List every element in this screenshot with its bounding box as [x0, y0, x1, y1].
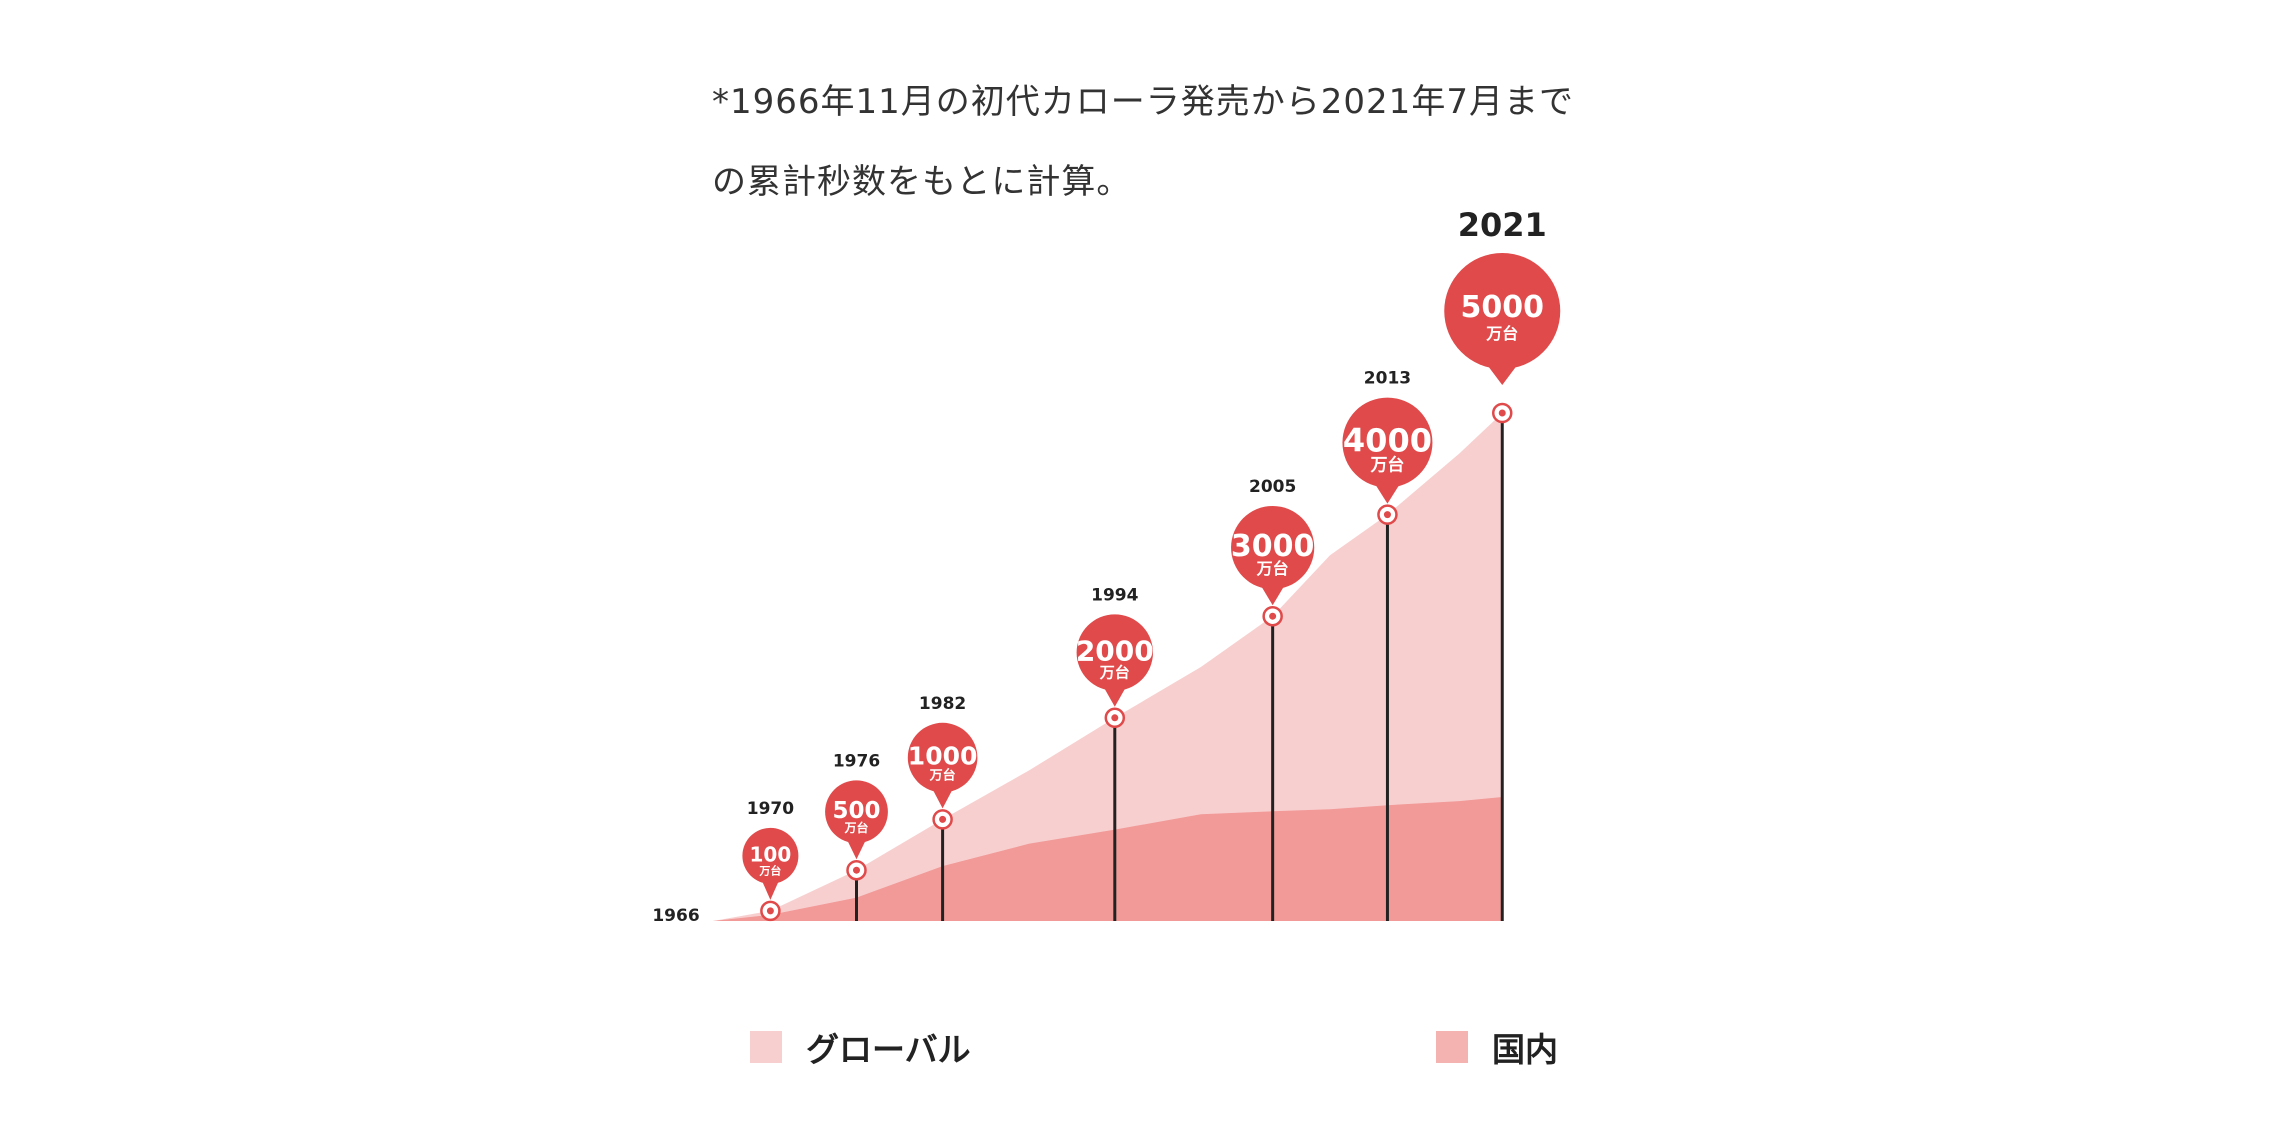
year-label-1994: 1994	[1091, 585, 1138, 605]
bubble-unit-2005: 万台	[1256, 559, 1289, 578]
point-dot-2005	[1269, 612, 1277, 620]
start-year-label: 1966	[652, 906, 699, 926]
bubble-2013	[1342, 397, 1433, 488]
bubble-1994	[1076, 614, 1154, 691]
bubble-unit-2013: 万台	[1369, 455, 1404, 476]
point-dot-1982	[939, 815, 947, 823]
bubble-unit-1982: 万台	[929, 768, 956, 784]
legend-label-domestic: 国内	[1492, 1030, 1558, 1069]
bubble-value-2021: 5000	[1461, 290, 1545, 325]
year-label-1982: 1982	[919, 694, 966, 714]
bubble-unit-1994: 万台	[1099, 663, 1130, 681]
year-label-2021: 2021	[1458, 206, 1547, 244]
footnote-line-2: の累計秒数をもとに計算。	[712, 162, 1132, 202]
point-dot-1970	[766, 907, 774, 915]
legend-global: グローバル	[750, 1027, 971, 1069]
bubble-unit-1970: 万台	[758, 863, 781, 877]
area-domestic	[713, 797, 1503, 921]
bubble-value-1976: 500	[832, 798, 880, 824]
year-label-2005: 2005	[1249, 477, 1296, 497]
bubble-2021	[1444, 253, 1561, 369]
marker-layer	[742, 253, 1561, 922]
legend-swatch-global	[750, 1031, 782, 1063]
bubble-2005	[1231, 505, 1315, 590]
point-dot-1994	[1111, 714, 1119, 722]
bubble-value-1994: 2000	[1076, 634, 1154, 667]
point-dot-1976	[853, 866, 860, 874]
bubble-value-2005: 3000	[1231, 529, 1315, 564]
bubble-pointer-1976	[846, 838, 867, 860]
legend-swatch-domestic	[1436, 1031, 1468, 1063]
year-label-1970: 1970	[747, 799, 794, 819]
bubble-1970	[742, 827, 799, 884]
bubble-pointer-1970	[761, 879, 780, 900]
area-global	[713, 413, 1503, 921]
footnote-line-1: *1966年11月の初代カローラ発売から2021年7月まで	[712, 82, 1574, 122]
year-label-2013: 2013	[1364, 369, 1411, 389]
footnote: *1966年11月の初代カローラ発売から2021年7月まで の累計秒数をもとに計…	[712, 62, 1612, 222]
bubble-pointer-1982	[931, 787, 954, 809]
bubble-1976	[825, 780, 888, 844]
point-dot-2021	[1498, 409, 1506, 417]
bubble-value-2013: 4000	[1343, 422, 1432, 460]
bubble-1982	[907, 722, 978, 793]
bubble-value-1970: 100	[750, 842, 792, 866]
point-dot-2013	[1383, 511, 1391, 519]
stem-layer	[768, 413, 1504, 921]
area-layer	[713, 413, 1503, 921]
bubble-unit-1976: 万台	[843, 820, 868, 835]
bubble-value-1982: 1000	[908, 742, 978, 771]
bubble-unit-2021: 万台	[1485, 324, 1518, 343]
year-label-1976: 1976	[833, 751, 880, 771]
bubble-pointer-1994	[1102, 685, 1128, 707]
legend-label-global: グローバル	[806, 1030, 971, 1069]
legend-domestic: 国内	[1436, 1027, 1558, 1069]
